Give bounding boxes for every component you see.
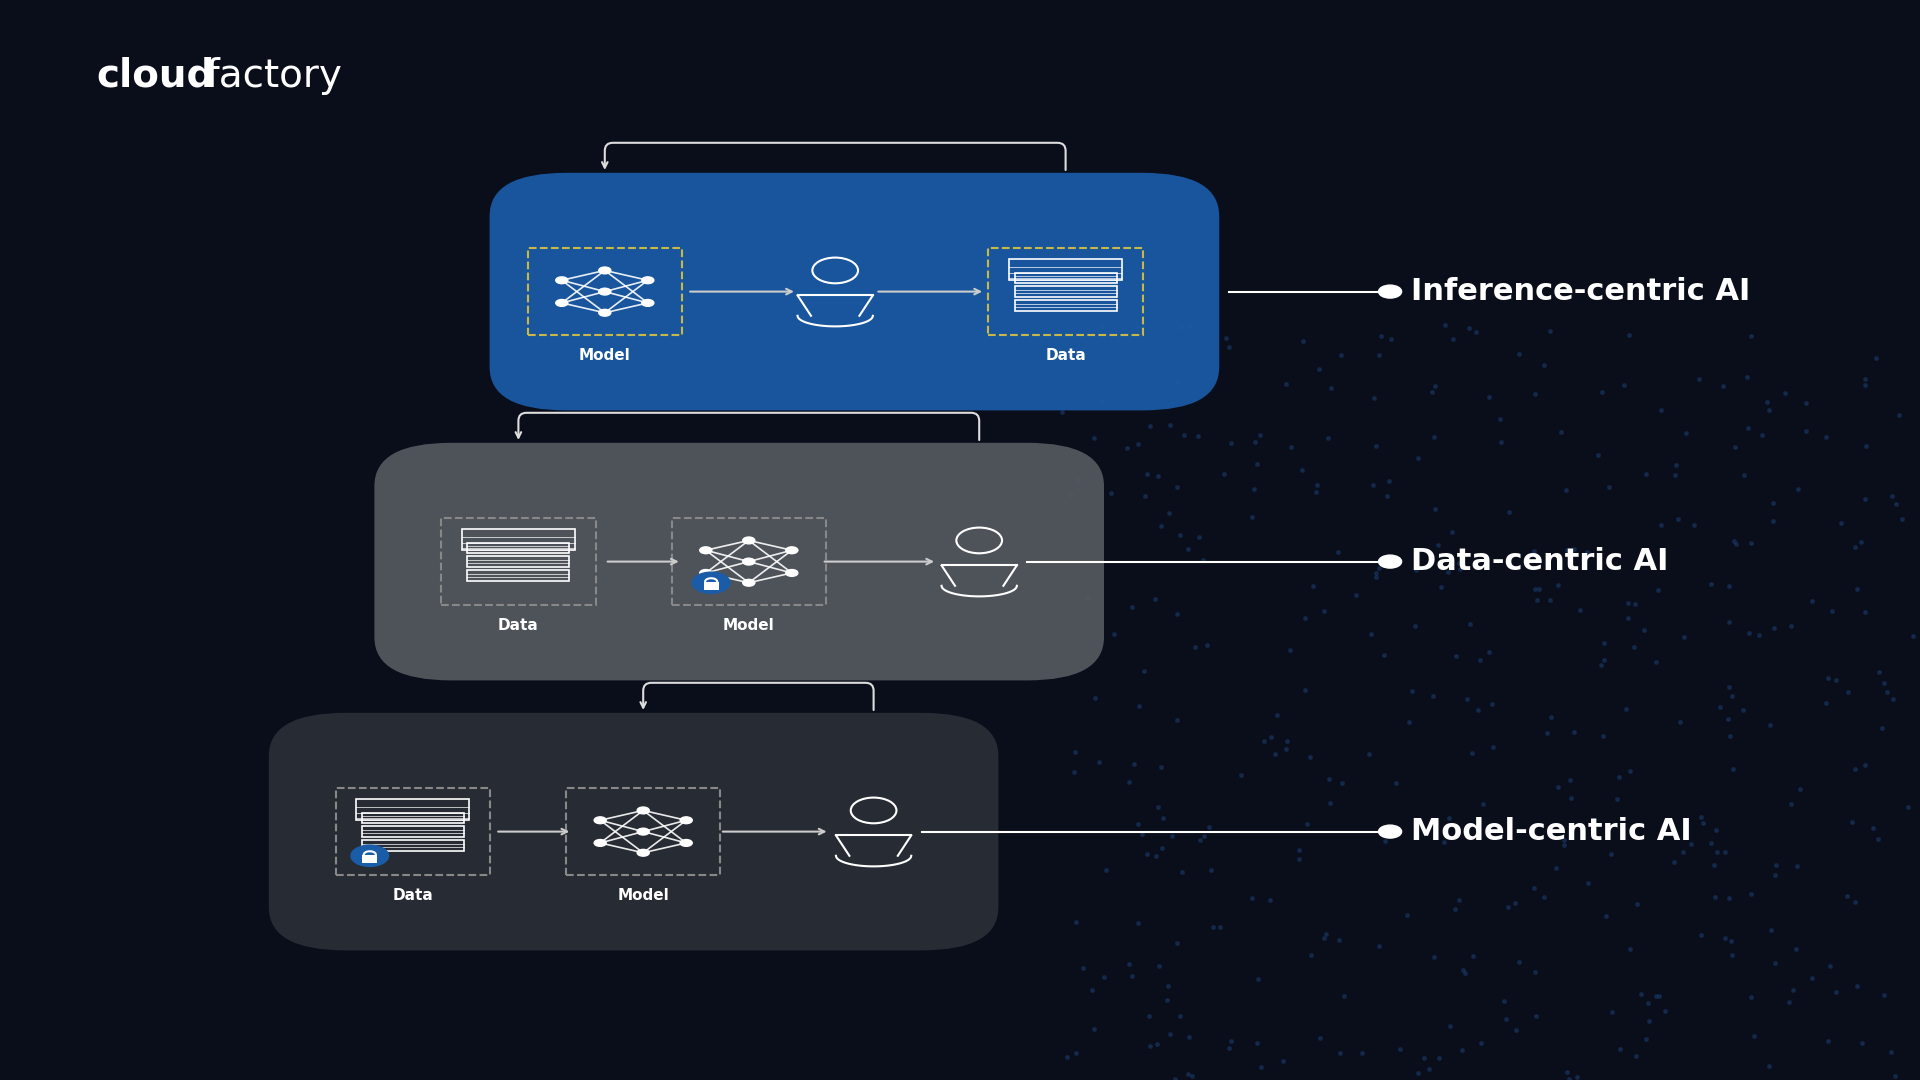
Bar (1010, 259, 1121, 281)
Circle shape (637, 828, 649, 835)
Bar (566, 788, 720, 875)
FancyBboxPatch shape (269, 713, 998, 950)
Text: factory: factory (205, 56, 342, 95)
Bar (705, 582, 718, 590)
Circle shape (680, 839, 693, 847)
Bar (361, 826, 465, 837)
Bar (363, 855, 376, 863)
Bar (1014, 300, 1117, 311)
Circle shape (699, 546, 712, 554)
Circle shape (555, 276, 568, 284)
Circle shape (555, 299, 568, 307)
Circle shape (637, 849, 649, 856)
FancyBboxPatch shape (490, 173, 1219, 410)
Text: cloud: cloud (96, 56, 215, 95)
Text: Model: Model (580, 349, 630, 363)
Text: Inference-centric AI: Inference-centric AI (1411, 278, 1751, 306)
Bar (357, 799, 468, 821)
Circle shape (593, 816, 607, 824)
Text: Data: Data (1044, 349, 1087, 363)
Bar (467, 556, 570, 567)
Circle shape (599, 288, 611, 295)
Circle shape (599, 267, 611, 274)
Circle shape (699, 569, 712, 577)
Bar (361, 812, 465, 823)
Bar (989, 248, 1142, 335)
Circle shape (351, 846, 388, 866)
Text: Data: Data (392, 889, 434, 903)
Bar (528, 248, 682, 335)
Bar (1014, 272, 1117, 283)
Text: Model: Model (724, 619, 774, 633)
Circle shape (1379, 555, 1402, 568)
Circle shape (1379, 285, 1402, 298)
Bar (1014, 286, 1117, 297)
Circle shape (785, 546, 799, 554)
Circle shape (680, 816, 693, 824)
Text: Model: Model (618, 889, 668, 903)
Circle shape (743, 537, 755, 544)
Circle shape (593, 839, 607, 847)
Text: Data-centric AI: Data-centric AI (1411, 548, 1668, 576)
Bar (467, 542, 570, 553)
FancyBboxPatch shape (374, 443, 1104, 680)
Circle shape (641, 276, 655, 284)
Bar (336, 788, 490, 875)
Circle shape (693, 572, 730, 593)
Circle shape (785, 569, 799, 577)
Bar (467, 570, 570, 581)
Text: Data: Data (497, 619, 540, 633)
Bar (442, 518, 595, 605)
Circle shape (641, 299, 655, 307)
Bar (361, 840, 465, 851)
Circle shape (1379, 825, 1402, 838)
Bar (672, 518, 826, 605)
Text: Model-centric AI: Model-centric AI (1411, 818, 1692, 846)
Circle shape (743, 558, 755, 565)
Circle shape (599, 309, 611, 316)
Circle shape (743, 579, 755, 586)
Circle shape (637, 807, 649, 814)
Bar (463, 529, 574, 550)
